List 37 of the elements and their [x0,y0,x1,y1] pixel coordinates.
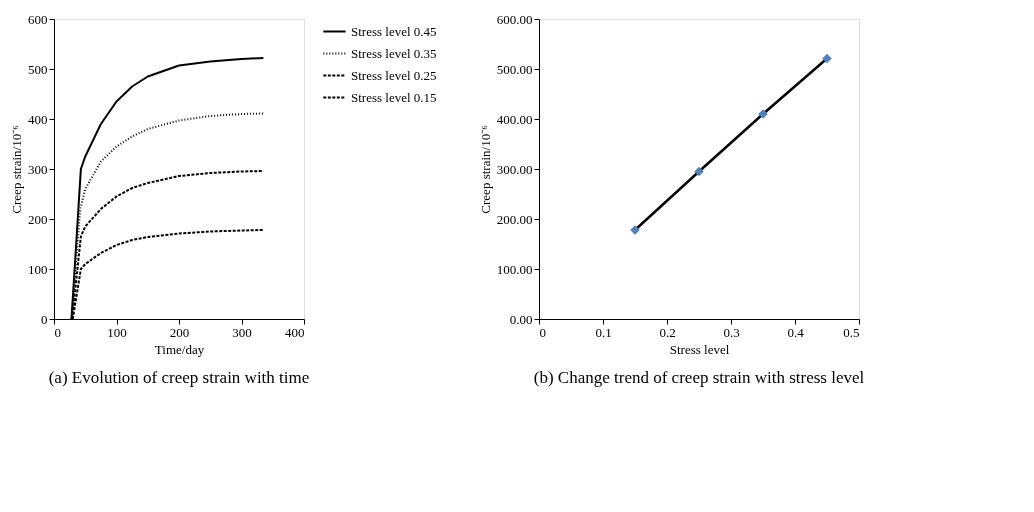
legend-label: Stress level 0.25 [351,67,437,83]
x-tick-label: 300 [232,324,252,340]
x-tick-label: 100 [107,324,127,340]
y-tick-label: 100.00 [496,261,533,277]
y-tick-label: 500 [28,61,48,77]
text: (a) Evolution of creep strain with time [48,368,310,387]
y-tick-label: 600 [28,11,48,27]
y-tick-label: 400 [28,111,48,127]
y-tick-label: 300 [28,161,48,177]
x-tick-label: 400 [285,324,305,340]
point [694,166,704,177]
legend-label: Stress level 0.45 [351,23,437,39]
x-tick-label: 0.5 [843,324,860,340]
x-tick-label: 0 [539,324,546,340]
x-tick-label: 200 [169,324,190,340]
x-tick-label: 0.2 [659,324,676,340]
y-tick-label: 400.00 [496,111,533,127]
y-axis-title: Creep strain/10⁻⁶ [9,125,24,214]
legend-label: Stress level 0.35 [351,45,437,61]
x-tick-label: 0.3 [723,324,740,340]
y-tick-label: 0.00 [509,311,533,327]
text: (b) Change trend of creep strain with stress level [533,368,865,387]
x-tick-label: 0 [54,324,61,340]
y-tick-label: 100 [28,261,48,277]
y-tick-label: 0 [41,311,48,327]
y-tick-label: 200 [28,211,48,227]
x-tick-label: 0.1 [595,324,612,340]
y-tick-label: 200.00 [496,211,533,227]
legend-label: Stress level 0.15 [351,89,437,105]
x-axis-title: Stress level [669,341,730,357]
point [822,53,832,64]
x-tick-label: 0.4 [787,324,805,340]
y-tick-label: 500.00 [496,61,533,77]
y-tick-label: 600.00 [496,11,533,27]
y-axis-title: Creep strain/10⁻⁶ [477,125,493,214]
y-tick-label: 300.00 [496,161,533,177]
x-axis-title: Time/day [154,341,205,357]
